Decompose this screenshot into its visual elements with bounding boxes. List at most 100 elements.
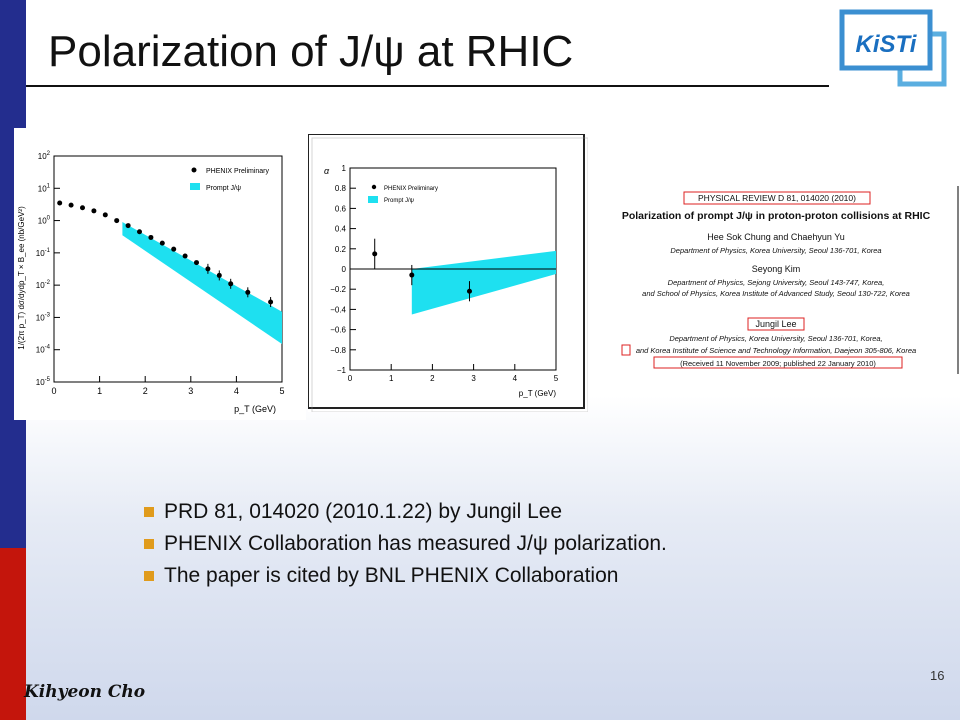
paper-excerpt: PHYSICAL REVIEW D 81, 014020 (2010) Pola… — [596, 186, 960, 376]
plot2-ytick-label: 0.8 — [335, 184, 347, 193]
data-point — [466, 288, 472, 294]
data-point — [137, 229, 142, 235]
data-point — [159, 240, 165, 246]
plot2-ytick-label: 0 — [342, 265, 347, 274]
plot1-ytick-label: 10-3 — [36, 312, 51, 322]
author-name: Kihyeon Cho — [24, 682, 146, 702]
plot1-xtick-label: 5 — [279, 386, 284, 396]
prompt-jpsi-band — [122, 222, 283, 345]
data-point — [228, 281, 234, 287]
paper-received: (Received 11 November 2009; published 22… — [680, 359, 876, 368]
paper-affil-3b: and Korea Institute of Science and Techn… — [636, 346, 916, 355]
plot2-xtick-label: 5 — [554, 374, 559, 383]
data-point — [91, 208, 97, 214]
plot2-ytick-label: 0.2 — [335, 245, 347, 254]
prompt-jpsi-band — [411, 250, 556, 315]
plot1-ytick-label: 10-5 — [36, 377, 51, 387]
data-point — [372, 251, 378, 257]
plot1-xlabel: p_T (GeV) — [234, 404, 276, 414]
paper-title: Polarization of prompt J/ψ in proton-pro… — [622, 210, 931, 222]
plot1-frame — [53, 155, 283, 383]
plot2-ytick-label: −0.8 — [330, 346, 346, 355]
bullet-item: PRD 81, 014020 (2010.1.22) by Jungil Lee — [144, 496, 667, 528]
legend-marker-points — [371, 184, 377, 190]
plot2-ylabel: α — [324, 166, 330, 176]
author-highlight — [747, 317, 805, 331]
plot1-legend: PHENIX Preliminary Prompt J/ψ — [190, 167, 270, 192]
plot1-legend-2: Prompt J/ψ — [206, 185, 241, 192]
data-point — [102, 212, 108, 218]
plot1-ytick-label: 101 — [38, 183, 51, 193]
data-point — [268, 299, 274, 305]
plot2-legend-1: PHENIX Preliminary — [384, 186, 438, 192]
bullet-text: PHENIX Collaboration has measured J/ψ po… — [164, 532, 667, 555]
paper-affil-2b: and School of Physics, Korea Institute o… — [642, 289, 910, 298]
slide-title: Polarization of J/ψ at RHIC — [48, 27, 574, 76]
plot1-ytick-label: 10-4 — [36, 345, 51, 355]
data-point — [409, 272, 415, 278]
bullet-square-icon — [144, 507, 154, 517]
bullet-text: The paper is cited by BNL PHENIX Collabo… — [164, 564, 619, 587]
plot2-ytick-label: −1 — [337, 366, 347, 375]
plot1-xtick-label: 0 — [51, 386, 56, 396]
paper-authors-3: Jungil Lee — [755, 319, 796, 329]
bullet-list: PRD 81, 014020 (2010.1.22) by Jungil Lee… — [144, 496, 667, 592]
plot2-xtick-label: 3 — [471, 374, 476, 383]
data-point — [114, 218, 120, 224]
data-point — [171, 246, 177, 252]
plot2-xtick-label: 4 — [513, 374, 518, 383]
paper-affil-3a: Department of Physics, Korea University,… — [669, 334, 882, 343]
data-point — [57, 200, 63, 206]
plot2-ytick-label: 0.4 — [335, 225, 347, 234]
k-highlight — [621, 344, 631, 356]
plot2-xlabel: p_T (GeV) — [519, 389, 557, 398]
legend-swatch-band — [368, 196, 378, 203]
data-point — [148, 234, 154, 240]
paper-authors-2: Seyong Kim — [752, 264, 801, 274]
journal-highlight — [683, 191, 871, 205]
plot1-xtick-label: 4 — [234, 386, 239, 396]
kisti-logo-icon: KiSTi — [839, 9, 947, 87]
plot1-ylabel: 1/(2π p_T) dσ/dydp_T × B_ee (nb/GeV²) — [17, 206, 26, 350]
plot2-ytick-label: −0.4 — [330, 305, 346, 314]
plot2-ytick-label: 0.6 — [335, 204, 347, 213]
plot2-ytick-label: −0.2 — [330, 285, 346, 294]
plot1-ytick-label: 10-1 — [36, 248, 51, 258]
plot1-legend-1: PHENIX Preliminary — [206, 168, 270, 175]
data-point — [125, 223, 131, 229]
plot2-xtick-label: 0 — [348, 374, 353, 383]
plot2-xtick-label: 1 — [389, 374, 394, 383]
bullet-item: PHENIX Collaboration has measured J/ψ po… — [144, 528, 667, 560]
legend-swatch-band — [190, 183, 200, 190]
plot2-legend-2: Prompt J/ψ — [384, 198, 414, 204]
paper-affil-1: Department of Physics, Korea University,… — [670, 246, 881, 255]
data-point — [245, 289, 251, 295]
plot2-xtick-label: 2 — [430, 374, 435, 383]
plot1-ytick-label: 102 — [38, 151, 51, 161]
bullet-text: PRD 81, 014020 (2010.1.22) by Jungil Lee — [164, 500, 563, 523]
plot1-xtick-label: 2 — [143, 386, 148, 396]
left-accent-bar-red — [0, 548, 26, 720]
plot1-xtick-label: 3 — [188, 386, 193, 396]
bullet-square-icon — [144, 571, 154, 581]
cross-section-plot: 102 101 100 10-1 10-2 10-3 10-4 10-5 0 1 2 3 4 5 PHE… — [14, 128, 306, 420]
plot1-xtick-label: 1 — [97, 386, 102, 396]
data-point — [80, 205, 85, 211]
paper-authors-1: Hee Sok Chung and Chaehyun Yu — [707, 232, 844, 242]
data-point — [205, 266, 211, 272]
bullet-square-icon — [144, 539, 154, 549]
page-number: 16 — [930, 668, 945, 683]
paper-journal: PHYSICAL REVIEW D 81, 014020 (2010) — [698, 193, 856, 203]
plot2-ytick-label: −0.6 — [330, 326, 346, 335]
plot1-ytick-label: 10-2 — [36, 280, 51, 290]
title-underline — [26, 85, 829, 87]
plot2-ytick-label: 1 — [342, 164, 347, 173]
paper-affil-2a: Department of Physics, Sejong University… — [668, 278, 885, 287]
plot1-ytick-label: 100 — [38, 216, 51, 226]
data-point — [68, 202, 74, 208]
legend-marker-points — [191, 167, 197, 173]
data-point — [194, 260, 199, 266]
received-highlight — [653, 356, 903, 369]
data-point — [182, 253, 188, 259]
data-point — [216, 272, 222, 278]
